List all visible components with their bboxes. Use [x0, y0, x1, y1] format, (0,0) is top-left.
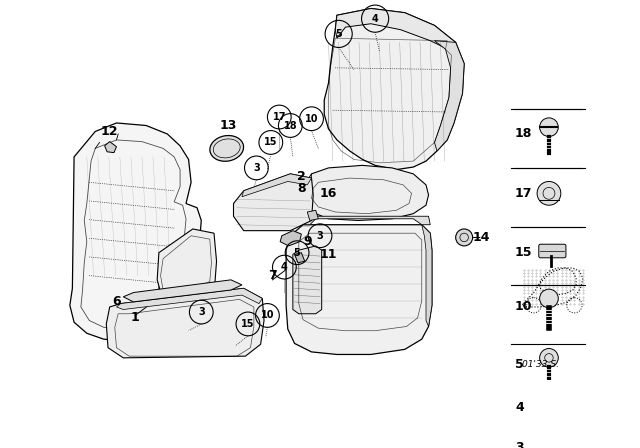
Text: 7: 7: [268, 269, 277, 282]
Text: 5: 5: [294, 248, 300, 258]
Circle shape: [540, 349, 558, 367]
Text: 15: 15: [515, 246, 532, 259]
Text: 1: 1: [131, 311, 140, 324]
Polygon shape: [335, 9, 456, 51]
Polygon shape: [242, 174, 312, 197]
Polygon shape: [116, 289, 262, 310]
Text: 12: 12: [101, 125, 118, 138]
Text: 5: 5: [515, 358, 524, 371]
Circle shape: [540, 432, 557, 448]
Polygon shape: [104, 142, 116, 153]
Polygon shape: [280, 231, 301, 246]
Text: 14: 14: [472, 231, 490, 244]
Polygon shape: [293, 246, 322, 314]
Text: 11: 11: [320, 248, 337, 261]
Text: 18: 18: [284, 121, 297, 130]
Text: 4: 4: [281, 262, 288, 272]
Ellipse shape: [210, 136, 244, 161]
Text: 01'33 S.: 01'33 S.: [522, 360, 559, 369]
Polygon shape: [294, 253, 305, 263]
Polygon shape: [124, 280, 242, 302]
Text: 3: 3: [317, 231, 323, 241]
Text: 3: 3: [515, 441, 524, 448]
Text: 15: 15: [264, 138, 278, 147]
Text: 9: 9: [303, 235, 312, 248]
Circle shape: [540, 118, 558, 137]
Polygon shape: [234, 174, 313, 231]
Polygon shape: [422, 225, 432, 327]
Circle shape: [456, 229, 472, 246]
Polygon shape: [303, 174, 312, 212]
Polygon shape: [435, 41, 464, 151]
Polygon shape: [303, 216, 430, 225]
Circle shape: [540, 390, 557, 407]
Text: 2: 2: [297, 170, 306, 183]
Circle shape: [537, 181, 561, 205]
Text: 8: 8: [297, 182, 306, 195]
Text: 6: 6: [112, 294, 121, 307]
Polygon shape: [307, 210, 318, 220]
FancyBboxPatch shape: [539, 244, 566, 258]
Polygon shape: [106, 289, 264, 358]
Circle shape: [540, 289, 558, 308]
Text: 18: 18: [515, 128, 532, 141]
Text: 10: 10: [515, 301, 532, 314]
Polygon shape: [157, 229, 216, 295]
Polygon shape: [324, 9, 464, 170]
Text: 15: 15: [241, 319, 255, 329]
Text: 4: 4: [372, 13, 378, 24]
Text: 13: 13: [220, 119, 237, 132]
Text: 3: 3: [253, 163, 260, 173]
Text: 17: 17: [515, 187, 532, 200]
Polygon shape: [303, 165, 429, 220]
Text: 10: 10: [305, 114, 318, 124]
Text: 5: 5: [335, 29, 342, 39]
Polygon shape: [286, 225, 432, 354]
Polygon shape: [70, 123, 202, 341]
Text: 4: 4: [515, 401, 524, 414]
Text: 16: 16: [320, 187, 337, 200]
Text: 3: 3: [198, 307, 205, 317]
Text: 10: 10: [260, 310, 274, 320]
Text: 17: 17: [273, 112, 286, 122]
